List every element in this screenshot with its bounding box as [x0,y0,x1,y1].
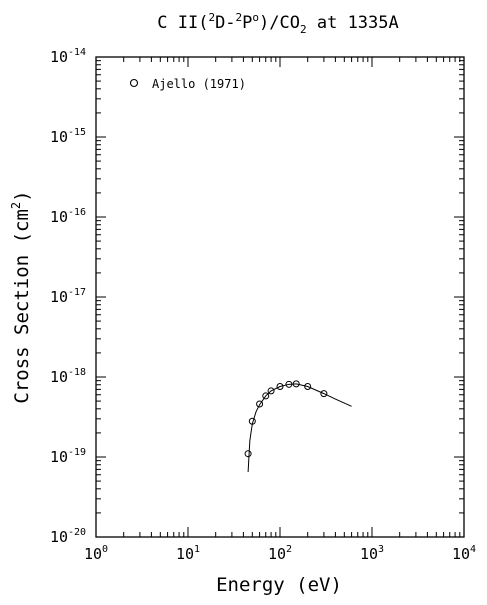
chart-title: C II(2D-2Po)/CO2 at 1335A [157,11,399,36]
y-tick-label: 10-15 [50,127,86,146]
x-tick-label: 103 [360,544,384,563]
data-point [267,387,275,395]
legend-label: Ajello (1971) [152,77,246,91]
data-point [276,383,284,391]
x-tick-label: 100 [84,544,108,563]
x-tick-label: 102 [268,544,292,563]
data-point [320,390,328,398]
y-tick-label: 10-16 [50,207,86,226]
data-point [262,392,270,400]
axis-tick-labels: 100 101 102 103 104 10-20 10-19 10-18 10-17 10-16… [50,47,476,563]
y-tick-label: 10-18 [50,367,86,386]
axis-ticks [95,56,465,538]
data-point [256,400,264,408]
y-tick-label: 10-19 [50,447,86,466]
x-tick-label: 104 [452,544,476,563]
y-axis-label: Cross Section (cm2) [9,190,33,403]
y-tick-label: 10-20 [50,527,86,546]
legend: Ajello (1971) [129,77,246,91]
x-tick-label: 101 [176,544,200,563]
plot-frame [95,56,465,538]
data-point [244,450,252,458]
x-axis-label: Energy (eV) [216,574,342,596]
series-layer [244,380,352,472]
legend-marker-open-circle [129,78,139,88]
data-point [304,383,312,391]
y-tick-label: 10-14 [50,47,86,66]
y-tick-label: 10-17 [50,287,86,306]
fit-curve-line [247,383,352,472]
